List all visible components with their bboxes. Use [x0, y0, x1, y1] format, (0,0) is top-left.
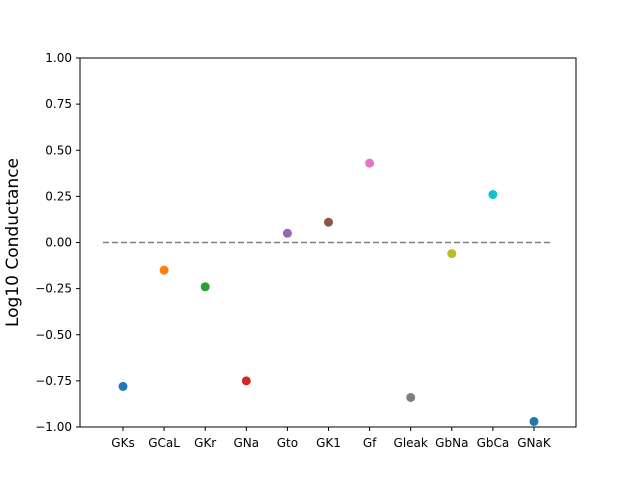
data-point-gto	[282, 228, 292, 238]
y-tick-label: −0.50	[35, 328, 72, 342]
x-tick-label: GbNa	[435, 436, 468, 450]
x-tick-label: GKr	[194, 436, 216, 450]
data-point-gkr	[200, 282, 210, 292]
data-point-gcal	[159, 265, 169, 275]
y-tick-label: 0.50	[45, 143, 72, 157]
data-points	[118, 158, 539, 426]
y-tick-label: 0.25	[45, 189, 72, 203]
x-tick-label: Gleak	[394, 436, 428, 450]
data-point-gbca	[488, 190, 498, 200]
data-point-gbna	[447, 249, 457, 259]
x-tick-label: GK1	[316, 436, 341, 450]
data-point-gnak	[529, 416, 539, 426]
y-tick-label: 1.00	[45, 51, 72, 65]
x-tick-label: Gto	[277, 436, 298, 450]
x-axis-ticks: GKs GCaL GKr GNa Gto GK1 Gf Gleak GbNa GbCa GNaK	[111, 427, 552, 450]
x-tick-label: GKs	[111, 436, 134, 450]
x-tick-label: GCaL	[148, 436, 180, 450]
x-tick-label: GbCa	[477, 436, 510, 450]
x-tick-label: GNaK	[517, 436, 552, 450]
y-tick-label: −0.75	[35, 374, 72, 388]
y-tick-label: −1.00	[35, 420, 72, 434]
y-tick-label: 0.75	[45, 97, 72, 111]
data-point-gks	[118, 381, 128, 391]
x-tick-label: GNa	[233, 436, 259, 450]
x-tick-label: Gf	[363, 436, 377, 450]
y-axis-ticks: −1.00 −0.75 −0.50 −0.25 0.00 0.25 0.50 0.75 1.00	[35, 51, 80, 434]
data-point-gf	[365, 158, 375, 168]
data-point-gleak	[406, 392, 416, 402]
y-tick-label: 0.00	[45, 236, 72, 250]
data-point-gk1	[324, 217, 333, 227]
data-point-gna	[241, 376, 251, 386]
y-tick-label: −0.25	[35, 282, 72, 296]
y-axis-label: Log10 Conductance	[3, 158, 23, 327]
